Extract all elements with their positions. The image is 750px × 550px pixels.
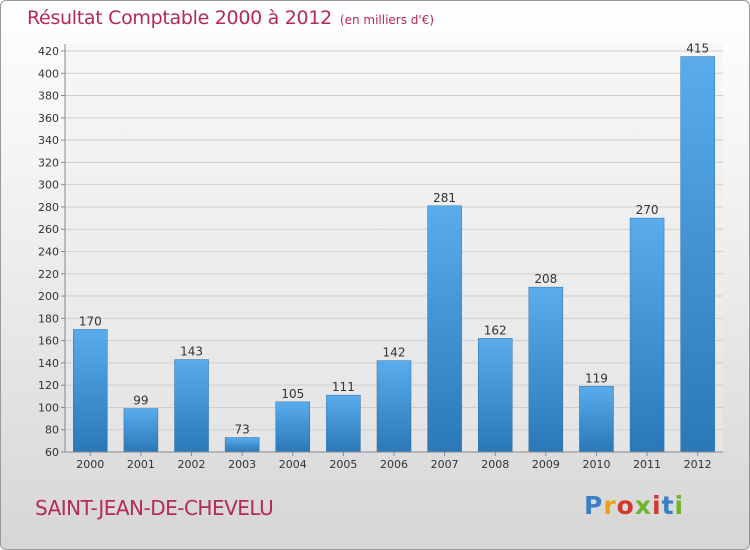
y-tick-label: 60 [45, 446, 59, 459]
bar-value-label: 162 [484, 323, 507, 337]
bar [629, 217, 665, 453]
bar-value-label: 270 [636, 203, 659, 217]
bar [680, 56, 715, 453]
x-tick-label: 2000 [76, 458, 104, 471]
y-axis-ticks: 60 80 100 120 140 160 180 200 220 240 260 280 300 320… [38, 45, 65, 459]
x-tick-label: 2010 [582, 458, 610, 471]
y-tick-label: 280 [38, 201, 59, 214]
y-tick-label: 380 [38, 90, 59, 103]
y-tick-label: 120 [38, 379, 59, 392]
x-tick-label: 2012 [684, 458, 712, 471]
y-tick-label: 240 [38, 246, 59, 259]
x-tick-label: 2003 [228, 458, 256, 471]
bar-value-label: 415 [686, 42, 709, 56]
logo-letter: P [584, 491, 604, 520]
bar-value-label: 170 [79, 314, 102, 328]
bar-value-label: 99 [133, 394, 148, 408]
bar-value-label: 105 [281, 387, 304, 401]
x-tick-label: 2008 [481, 458, 509, 471]
y-tick-label: 260 [38, 223, 59, 236]
y-tick-label: 420 [38, 45, 59, 58]
commune-name: SAINT-JEAN-DE-CHEVELU [35, 496, 274, 520]
bar [528, 286, 564, 453]
bar [224, 437, 260, 453]
x-axis-ticks: 2000 2001 2002 2003 2004 2005 2006 2007 2008 2009… [76, 452, 712, 471]
bar [427, 205, 462, 453]
bar [73, 329, 108, 453]
proxiti-logo: Proxiti [584, 491, 684, 520]
x-tick-label: 2004 [279, 458, 307, 471]
y-tick-label: 180 [38, 312, 59, 325]
bar [477, 338, 513, 453]
y-tick-label: 160 [38, 335, 59, 348]
logo-letter: i [674, 491, 685, 520]
bar-value-label: 73 [235, 423, 250, 437]
logo-letter: i [652, 491, 662, 520]
y-tick-label: 300 [38, 179, 59, 192]
y-tick-label: 400 [38, 67, 59, 80]
logo-letter: x [634, 491, 652, 520]
chart-title: Résultat Comptable 2000 à 2012 [27, 7, 332, 29]
y-tick-label: 360 [38, 112, 59, 125]
bar-value-label: 111 [332, 380, 355, 394]
y-tick-label: 140 [38, 357, 59, 370]
bar [123, 408, 159, 453]
x-tick-label: 2009 [532, 458, 560, 471]
x-tick-label: 2006 [380, 458, 408, 471]
bar [326, 394, 361, 453]
logo-letter: t [661, 491, 675, 520]
y-tick-label: 220 [38, 268, 59, 281]
bar-value-label: 142 [383, 346, 406, 360]
x-tick-label: 2001 [127, 458, 155, 471]
y-tick-label: 320 [38, 156, 59, 169]
x-tick-label: 2007 [431, 458, 459, 471]
logo-letter: o [616, 491, 635, 520]
logo-letter: r [603, 491, 617, 520]
bar-value-label: 208 [534, 272, 557, 286]
bar [376, 360, 412, 453]
x-tick-label: 2011 [633, 458, 661, 471]
bar-value-label: 143 [180, 345, 203, 359]
chart-subtitle: (en milliers d'€) [339, 13, 435, 27]
grid-lines [65, 50, 723, 453]
y-tick-label: 100 [38, 401, 59, 414]
y-tick-label: 200 [38, 290, 59, 303]
bar [275, 401, 311, 453]
x-tick-label: 2005 [329, 458, 357, 471]
bar [579, 386, 614, 453]
bar [174, 359, 209, 453]
y-tick-label: 340 [38, 134, 59, 147]
y-tick-label: 80 [45, 424, 59, 437]
bar-value-label: 281 [433, 191, 456, 205]
title-block: Résultat Comptable 2000 à 2012 (en millie… [27, 7, 434, 29]
bar-value-label: 119 [585, 371, 608, 385]
x-tick-label: 2002 [178, 458, 206, 471]
